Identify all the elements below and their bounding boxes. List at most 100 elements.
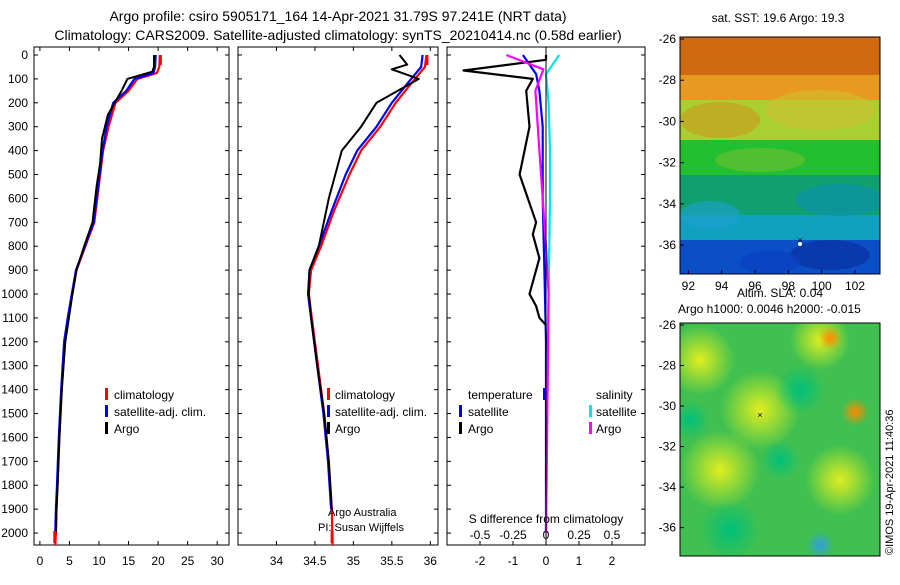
depth-tick-label: 900 <box>8 263 28 277</box>
legend-argo-swatch <box>327 422 330 434</box>
lon-tick-label: 102 <box>845 279 865 293</box>
series-line-t-argo <box>462 55 548 326</box>
x-tick-label: 5 <box>66 554 73 568</box>
legend-satellite-swatch <box>327 405 330 417</box>
difference-x-label: S difference from climatology <box>469 512 624 526</box>
series-line-s-argo <box>506 53 550 534</box>
sst-map-title: sat. SST: 19.6 Argo: 19.3 <box>712 11 845 25</box>
legend-t-satellite-label: satellite <box>468 405 509 419</box>
sla-map-frame <box>679 322 881 557</box>
legend-t-satellite-swatch <box>459 405 462 417</box>
depth-tick-label: 0 <box>21 48 28 62</box>
x-tick-label-temperature: -1 <box>508 554 519 568</box>
lat-tick-label: -36 <box>659 238 677 252</box>
x-tick-label: 35 <box>347 554 361 568</box>
lat-tick-label: -32 <box>659 156 677 170</box>
legend-s-argo-swatch <box>589 422 592 434</box>
lat-tick-label: -28 <box>659 73 677 87</box>
salinity-x-axis: 34 34.5 35 35.5 36 <box>270 47 438 568</box>
lat-tick-label: -34 <box>659 197 677 211</box>
legend-climatology-swatch <box>105 388 108 400</box>
x-tick-label-temperature: 0 <box>543 554 550 568</box>
depth-tick-label: 800 <box>8 239 28 253</box>
sla-map-axes: -26 -28 -30 -32 -34 -36 <box>659 318 684 535</box>
lat-tick-label: -26 <box>659 318 677 332</box>
sla-map-title-1: Altim. SLA: 0.04 <box>737 286 823 300</box>
surface-climatology-mark <box>425 55 429 65</box>
legend-climatology-swatch <box>327 388 330 400</box>
depth-tick-label: 1500 <box>1 407 28 421</box>
depth-tick-label: 1000 <box>1 287 28 301</box>
lat-tick-label: -28 <box>659 359 677 373</box>
salinity-legend: climatology satellite-adj. clim. Argo <box>327 388 427 436</box>
legend-argo-swatch <box>105 422 108 434</box>
depth-tick-label: 1900 <box>1 502 28 516</box>
title-line-1: Argo profile: csiro 5905171_164 14-Apr-2… <box>109 8 566 24</box>
depth-tick-label: 200 <box>8 96 28 110</box>
x-tick-label: 34.5 <box>303 554 327 568</box>
legend-s-satellite-swatch <box>589 405 592 417</box>
bottom-climatology-mark <box>53 531 57 543</box>
lon-tick-label: 94 <box>715 279 729 293</box>
legend-climatology-label: climatology <box>335 388 395 402</box>
lat-tick-label: -26 <box>659 32 677 46</box>
temperature-x-axis: 0 5 10 15 20 25 30 <box>37 47 225 568</box>
legend-s-satellite-label: satellite <box>596 405 637 419</box>
legend-t-argo-label: Argo <box>468 422 494 436</box>
legend-heading-swatch <box>543 388 546 400</box>
x-tick-label: 25 <box>181 554 195 568</box>
depth-tick-label: 1300 <box>1 359 28 373</box>
bottom-climatology-mark <box>330 531 334 543</box>
sla-map <box>680 323 880 556</box>
pi-note-line-2: PI: Susan Wijffels <box>318 522 404 534</box>
x-tick-label: 30 <box>211 554 225 568</box>
legend-satellite-swatch <box>105 405 108 417</box>
sst-map <box>680 37 880 274</box>
depth-tick-label: 1200 <box>1 335 28 349</box>
depth-tick-label: 1600 <box>1 430 28 444</box>
surface-climatology-mark <box>158 55 162 65</box>
depth-tick-label: 1800 <box>1 478 28 492</box>
series-line-argo <box>307 54 420 510</box>
depth-tick-label: 700 <box>8 215 28 229</box>
depth-tick-label: 1400 <box>1 383 28 397</box>
lat-tick-label: -36 <box>659 521 677 535</box>
pi-note-line-1: Argo Australia <box>328 507 397 519</box>
legend-satellite-label: satellite-adj. clim. <box>335 405 427 419</box>
argo-position-marker: × <box>797 235 802 245</box>
x-tick-label-salinity: 0.5 <box>604 528 621 542</box>
depth-tick-label: 400 <box>8 144 28 158</box>
x-tick-label: 15 <box>122 554 136 568</box>
x-tick-label: 10 <box>92 554 106 568</box>
lon-tick-label: 96 <box>748 279 762 293</box>
salinity-panel <box>237 46 439 546</box>
difference-legend: temperature salinity satellite Argo sate… <box>459 388 637 436</box>
depth-tick-label: 2000 <box>1 526 28 540</box>
temperature-series <box>53 54 162 545</box>
depth-tick-label: 500 <box>8 168 28 182</box>
sst-map-axes: -26 -28 -30 -32 -34 -36 92 94 96 98 100 102 <box>659 32 866 293</box>
lat-tick-label: -30 <box>659 114 677 128</box>
depth-tick-label: 1100 <box>2 311 28 325</box>
x-tick-label: 0 <box>37 554 44 568</box>
legend-satellite-label: satellite-adj. clim. <box>114 405 206 419</box>
lon-tick-label: 92 <box>682 279 696 293</box>
temperature-legend: climatology satellite-adj. clim. Argo <box>105 388 206 436</box>
sst-map-frame <box>679 36 881 275</box>
x-tick-label-temperature: 2 <box>609 554 616 568</box>
lon-tick-label: 100 <box>812 279 832 293</box>
x-tick-label-temperature: -2 <box>475 554 486 568</box>
legend-s-argo-label: Argo <box>596 422 622 436</box>
lat-tick-label: -30 <box>659 399 677 413</box>
x-tick-label-temperature: 1 <box>576 554 583 568</box>
x-tick-label: 34 <box>270 554 284 568</box>
legend-salinity-heading: salinity <box>596 388 633 402</box>
legend-argo-label: Argo <box>114 422 140 436</box>
lat-tick-label: -34 <box>659 480 677 494</box>
salinity-series <box>306 54 429 545</box>
legend-temperature-heading: temperature <box>468 388 533 402</box>
x-tick-label: 36 <box>424 554 438 568</box>
depth-tick-label: 600 <box>8 191 28 205</box>
